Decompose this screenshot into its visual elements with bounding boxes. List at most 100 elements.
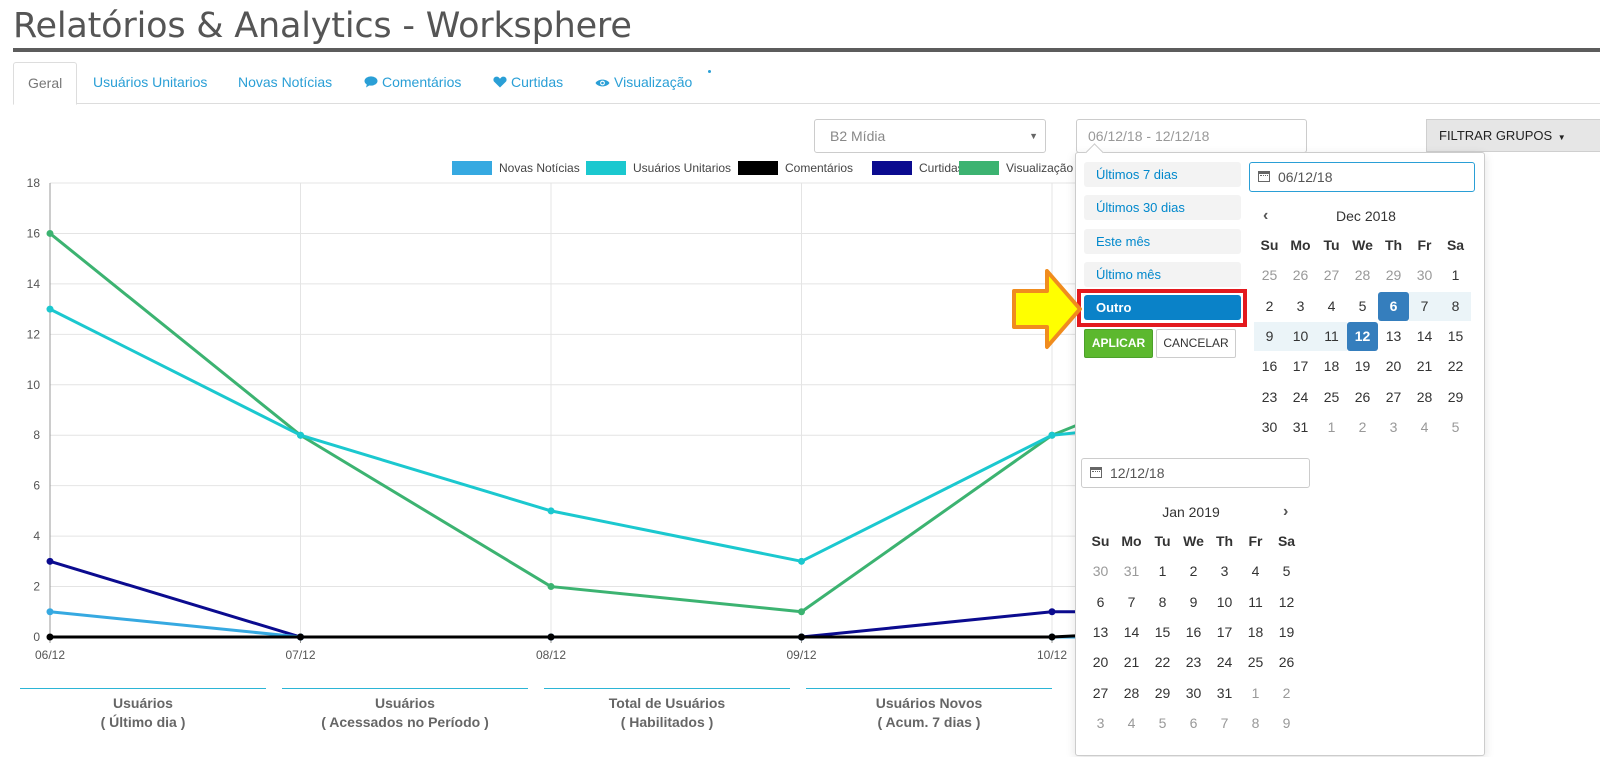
calendar-day[interactable]: 11 — [1248, 593, 1263, 610]
calendar-day[interactable]: 9 — [1254, 321, 1285, 351]
calendar-day[interactable]: 5 — [1158, 714, 1167, 731]
calendar-day[interactable]: 27 — [1323, 267, 1340, 284]
calendar-day[interactable]: 24 — [1292, 388, 1309, 405]
calendar-day[interactable]: 9 — [1282, 714, 1291, 731]
calendar-day[interactable]: 5 — [1282, 563, 1291, 580]
calendar-day[interactable]: 23 — [1261, 388, 1278, 405]
calendar-day[interactable]: 18 — [1247, 623, 1264, 640]
tab-comentarios[interactable]: Comentários — [350, 62, 475, 104]
calendar-day[interactable]: 30 — [1185, 684, 1202, 701]
range-este-mes[interactable]: Este mês — [1084, 229, 1241, 254]
calendar-day[interactable]: 10 — [1285, 321, 1316, 351]
calendar-day[interactable]: 1 — [1327, 418, 1336, 435]
calendar-day[interactable]: 29 — [1447, 388, 1464, 405]
calendar-day[interactable]: 31 — [1216, 684, 1233, 701]
calendar-day[interactable]: 28 — [1123, 684, 1140, 701]
calendar-day[interactable]: 13 — [1385, 327, 1402, 344]
calendar-day[interactable]: 4 — [1251, 563, 1260, 580]
calendar-day[interactable]: 25 — [1323, 388, 1340, 405]
calendar-day[interactable]: 30 — [1092, 563, 1109, 580]
calendar-day[interactable]: 16 — [1185, 623, 1202, 640]
calendar-day[interactable]: 26 — [1292, 267, 1309, 284]
calendar-day[interactable]: 31 — [1292, 418, 1309, 435]
calendar-day[interactable]: 16 — [1261, 358, 1278, 375]
company-select[interactable]: B2 Mídia ▼ — [814, 119, 1046, 153]
calendar-day[interactable]: 15 — [1447, 327, 1464, 344]
calendar-day[interactable]: 9 — [1189, 593, 1198, 610]
tab-visualizacao[interactable]: Visualização — [581, 62, 706, 104]
calendar-day[interactable]: 14 — [1416, 327, 1433, 344]
tab-curtidas[interactable]: Curtidas — [479, 62, 577, 104]
calendar-day[interactable]: 3 — [1389, 418, 1398, 435]
calendar-day[interactable]: 2 — [1358, 418, 1367, 435]
calendar-day[interactable]: 5 — [1451, 418, 1460, 435]
calendar-day[interactable]: 13 — [1092, 623, 1109, 640]
calendar-day[interactable]: 25 — [1261, 267, 1278, 284]
range-outro[interactable]: Outro — [1084, 295, 1241, 320]
calendar-day[interactable]: 3 — [1096, 714, 1105, 731]
calendar-day[interactable]: 8 — [1158, 593, 1167, 610]
calendar-day[interactable]: 25 — [1247, 654, 1264, 671]
cancel-button[interactable]: CANCELAR — [1156, 329, 1236, 358]
prev-month-arrow[interactable]: ‹ — [1263, 207, 1269, 224]
calendar-day[interactable]: 1 — [1158, 563, 1167, 580]
calendar-day[interactable]: 29 — [1154, 684, 1171, 701]
calendar-day[interactable]: 10 — [1216, 593, 1233, 610]
calendar-day[interactable]: 31 — [1123, 563, 1140, 580]
calendar-day[interactable]: 22 — [1154, 654, 1171, 671]
calendar-day[interactable]: 11 — [1316, 321, 1347, 351]
calendar-day[interactable]: 20 — [1385, 358, 1402, 375]
range-ultimo-mes[interactable]: Último mês — [1084, 262, 1241, 287]
calendar-day[interactable]: 22 — [1447, 358, 1464, 375]
filter-groups-button[interactable]: FILTRAR GRUPOS ▼ — [1426, 119, 1600, 152]
calendar-day[interactable]: 26 — [1278, 654, 1295, 671]
calendar-day[interactable]: 1 — [1251, 684, 1260, 701]
calendar-day[interactable]: 19 — [1278, 623, 1295, 640]
calendar-day[interactable]: 17 — [1292, 358, 1309, 375]
calendar-day[interactable]: 29 — [1385, 267, 1402, 284]
calendar-day[interactable]: 15 — [1154, 623, 1171, 640]
tab-novas-noticias[interactable]: Novas Notícias — [224, 62, 346, 104]
calendar-day[interactable]: 7 — [1409, 291, 1440, 321]
calendar-day[interactable]: 4 — [1127, 714, 1136, 731]
calendar-day[interactable]: 8 — [1251, 714, 1260, 731]
range-ultimos-30-dias[interactable]: Últimos 30 dias — [1084, 195, 1241, 220]
calendar-day[interactable]: 5 — [1358, 297, 1367, 314]
calendar-day[interactable]: 19 — [1354, 358, 1371, 375]
next-month-arrow[interactable]: › — [1283, 503, 1289, 520]
calendar-day[interactable]: 2 — [1282, 684, 1291, 701]
calendar-day[interactable]: 6 — [1096, 593, 1105, 610]
calendar-day[interactable]: 21 — [1416, 358, 1433, 375]
tab-geral[interactable]: Geral — [13, 62, 78, 105]
calendar-day[interactable]: 1 — [1451, 267, 1460, 284]
calendar-day[interactable]: 30 — [1416, 267, 1433, 284]
calendar-day[interactable]: 18 — [1323, 358, 1340, 375]
range-ultimos-7-dias[interactable]: Últimos 7 dias — [1084, 162, 1241, 187]
calendar-day[interactable]: 21 — [1123, 654, 1140, 671]
calendar-day[interactable]: 28 — [1354, 267, 1371, 284]
calendar-day[interactable]: 17 — [1216, 623, 1233, 640]
calendar-day[interactable]: 4 — [1327, 297, 1336, 314]
end-date-input[interactable]: 12/12/18 — [1081, 458, 1310, 488]
calendar-day[interactable]: 3 — [1296, 297, 1305, 314]
calendar-day[interactable]: 26 — [1354, 388, 1371, 405]
calendar-day[interactable]: 6 — [1378, 291, 1409, 321]
start-date-input[interactable]: 06/12/18 — [1249, 162, 1475, 192]
calendar-day[interactable]: 7 — [1220, 714, 1229, 731]
calendar-day[interactable]: 27 — [1385, 388, 1402, 405]
calendar-day[interactable]: 28 — [1416, 388, 1433, 405]
calendar-day[interactable]: 12 — [1347, 321, 1378, 351]
calendar-day[interactable]: 30 — [1261, 418, 1278, 435]
calendar-day[interactable]: 3 — [1220, 563, 1229, 580]
tab-usuarios-unitarios[interactable]: Usuários Unitarios — [79, 62, 221, 104]
calendar-day[interactable]: 8 — [1440, 291, 1471, 321]
date-range-input[interactable]: 06/12/18 - 12/12/18 — [1076, 119, 1307, 153]
calendar-day[interactable]: 6 — [1189, 714, 1198, 731]
calendar-day[interactable]: 7 — [1127, 593, 1136, 610]
calendar-day[interactable]: 12 — [1278, 593, 1295, 610]
calendar-day[interactable]: 23 — [1185, 654, 1202, 671]
calendar-day[interactable]: 27 — [1092, 684, 1109, 701]
apply-button[interactable]: APLICAR — [1084, 329, 1153, 358]
calendar-day[interactable]: 4 — [1420, 418, 1429, 435]
calendar-day[interactable]: 2 — [1189, 563, 1198, 580]
